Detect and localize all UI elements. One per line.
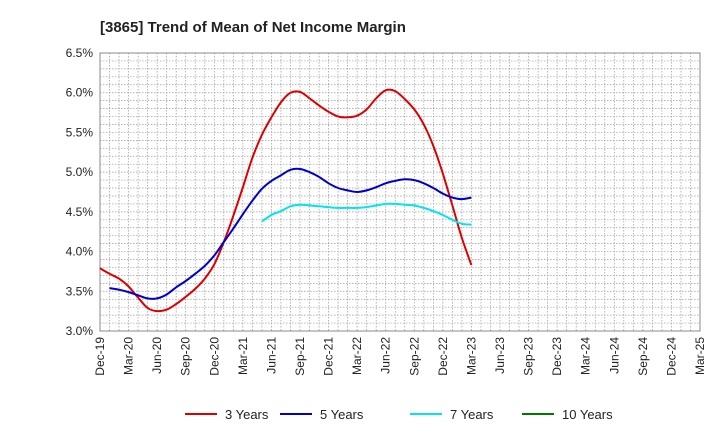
x-tick-label: Mar-20 xyxy=(122,337,136,375)
legend-label: 7 Years xyxy=(450,407,494,422)
series-line-3-years xyxy=(99,88,473,313)
x-tick-label: Dec-21 xyxy=(322,337,336,376)
x-tick-label: Dec-22 xyxy=(436,337,450,376)
x-tick-label: Sep-21 xyxy=(293,337,307,376)
x-tick-label: Jun-20 xyxy=(150,337,164,374)
x-tick-label: Mar-25 xyxy=(693,337,707,375)
x-axis: Dec-19 Mar-20 Jun-20 Sep-20 Dec-20 Mar-21 Jun-… xyxy=(93,337,707,376)
x-tick-label: Sep-24 xyxy=(636,337,650,376)
y-tick-label: 4.0% xyxy=(66,245,94,259)
x-tick-label: Mar-24 xyxy=(579,337,593,375)
grid xyxy=(100,53,700,331)
y-tick-label: 6.0% xyxy=(66,86,94,100)
x-tick-label: Dec-19 xyxy=(93,337,107,376)
y-tick-label: 4.5% xyxy=(66,205,94,219)
chart-title: [3865] Trend of Mean of Net Income Margi… xyxy=(100,19,406,36)
x-tick-label: Sep-23 xyxy=(522,337,536,376)
series-lines xyxy=(99,88,473,313)
y-axis: 6.5% 6.0% 5.5% 5.0% 4.5% 4.0% 3.5% 3.0% xyxy=(66,46,94,338)
y-tick-label: 5.5% xyxy=(66,125,94,139)
y-tick-label: 5.0% xyxy=(66,165,94,179)
x-tick-label: Mar-21 xyxy=(236,337,250,375)
x-tick-label: Dec-20 xyxy=(207,337,221,376)
series-line-7-years xyxy=(261,202,472,226)
x-tick-label: Jun-23 xyxy=(493,337,507,374)
legend-label: 3 Years xyxy=(225,407,269,422)
x-tick-label: Dec-23 xyxy=(550,337,564,376)
x-tick-label: Mar-22 xyxy=(350,337,364,375)
legend-label: 10 Years xyxy=(562,407,613,422)
x-tick-label: Jun-24 xyxy=(607,337,621,374)
x-tick-label: Mar-23 xyxy=(464,337,478,375)
legend-label: 5 Years xyxy=(320,407,364,422)
x-tick-label: Sep-20 xyxy=(179,337,193,376)
x-tick-label: Dec-24 xyxy=(664,337,678,376)
x-tick-label: Jun-21 xyxy=(264,337,278,374)
y-tick-label: 3.0% xyxy=(66,324,94,338)
y-tick-label: 6.5% xyxy=(66,46,94,60)
legend: 3 Years 5 Years 7 Years 10 Years xyxy=(185,407,613,422)
x-tick-label: Sep-22 xyxy=(407,337,421,376)
series-line-5-years xyxy=(109,167,472,300)
y-tick-label: 3.5% xyxy=(66,284,94,298)
x-tick-label: Jun-22 xyxy=(379,337,393,374)
